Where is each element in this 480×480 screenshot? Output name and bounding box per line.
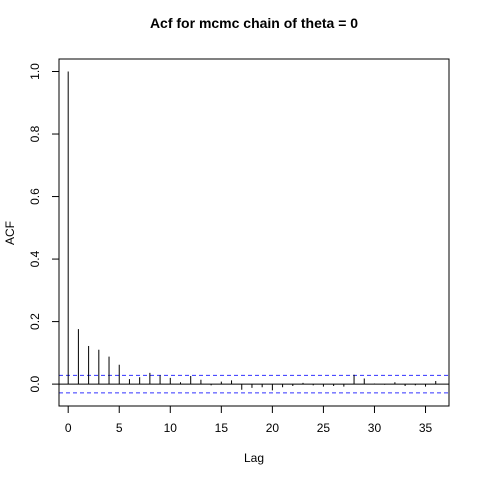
y-axis-label: ACF — [3, 221, 17, 245]
axes: 0 5 10 15 20 25 30 35 0.0 0.2 0.4 0.6 0.8 1.0 — [28, 58, 450, 435]
x-axis-label: Lag — [244, 451, 264, 465]
x-tick-label: 30 — [368, 421, 382, 435]
y-tick-label: 0.0 — [28, 375, 42, 392]
y-tick-label: 0.6 — [28, 188, 42, 205]
y-tick-label: 1.0 — [28, 63, 42, 80]
x-tick-label: 0 — [65, 421, 72, 435]
y-tick-label: 0.4 — [28, 250, 42, 267]
x-tick-label: 20 — [266, 421, 280, 435]
x-tick-label: 35 — [419, 421, 433, 435]
y-tick-label: 0.8 — [28, 125, 42, 142]
x-tick-label: 10 — [164, 421, 178, 435]
y-tick-label: 0.2 — [28, 313, 42, 330]
plot-frame — [58, 58, 450, 407]
x-tick-label: 5 — [116, 421, 123, 435]
x-tick-label: 25 — [317, 421, 331, 435]
chart-title: Acf for mcmc chain of theta = 0 — [150, 15, 358, 31]
plot-area — [59, 71, 449, 394]
x-tick-label: 15 — [215, 421, 229, 435]
